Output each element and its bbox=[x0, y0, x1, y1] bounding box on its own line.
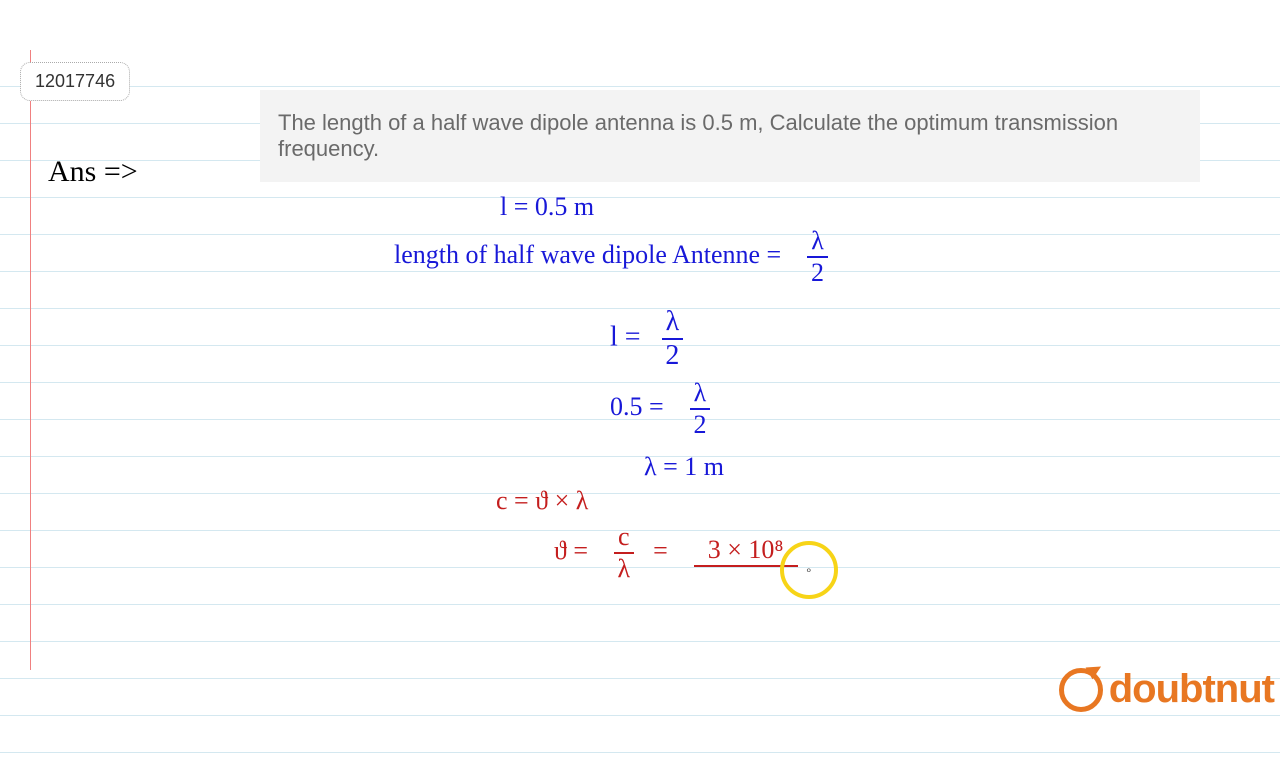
equals-sign: = bbox=[653, 536, 668, 565]
fraction-lambda-over-2: λ 2 bbox=[662, 308, 684, 370]
line-l-equals: l = λ 2 bbox=[610, 308, 683, 370]
fraction-lambda-over-2: λ 2 bbox=[807, 228, 828, 286]
fraction-bot: 2 bbox=[693, 410, 706, 438]
logo-icon bbox=[1059, 668, 1103, 712]
fraction-top: λ bbox=[690, 380, 711, 410]
line-lambda-result: λ = 1 m bbox=[644, 452, 724, 482]
fraction-bot: 2 bbox=[811, 258, 824, 286]
line-half-wave-definition: length of half wave dipole Antenne = λ 2 bbox=[394, 228, 828, 286]
question-id-box: 12017746 bbox=[20, 62, 130, 101]
fraction-top: λ bbox=[662, 308, 684, 340]
fraction-lambda-over-2: λ 2 bbox=[690, 380, 711, 438]
margin-line bbox=[30, 50, 31, 670]
text-fragment: 0.5 = bbox=[610, 392, 664, 421]
line-c-formula: c = ϑ × λ bbox=[496, 486, 588, 516]
text-fragment: l = bbox=[610, 321, 641, 352]
highlight-dot: ∘ bbox=[805, 563, 813, 578]
fraction-c-over-lambda: c λ bbox=[614, 524, 634, 582]
fraction-top: c bbox=[614, 524, 634, 554]
fraction-bot: λ bbox=[618, 554, 631, 582]
answer-label: Ans => bbox=[48, 155, 138, 189]
fraction-bot: 2 bbox=[665, 340, 679, 370]
brand-logo: doubtnut bbox=[1059, 667, 1274, 712]
logo-text: doubtnut bbox=[1109, 667, 1274, 712]
line-given-length: l = 0.5 m bbox=[500, 192, 594, 222]
text-fragment: ϑ = bbox=[554, 536, 588, 565]
line-frequency-calc: ϑ = c λ = 3 × 10⁸ bbox=[554, 524, 798, 582]
text-fragment: length of half wave dipole Antenne = bbox=[394, 240, 781, 269]
fraction-top: λ bbox=[807, 228, 828, 258]
line-substitute: 0.5 = λ 2 bbox=[610, 380, 710, 438]
question-text: The length of a half wave dipole antenna… bbox=[260, 90, 1200, 182]
